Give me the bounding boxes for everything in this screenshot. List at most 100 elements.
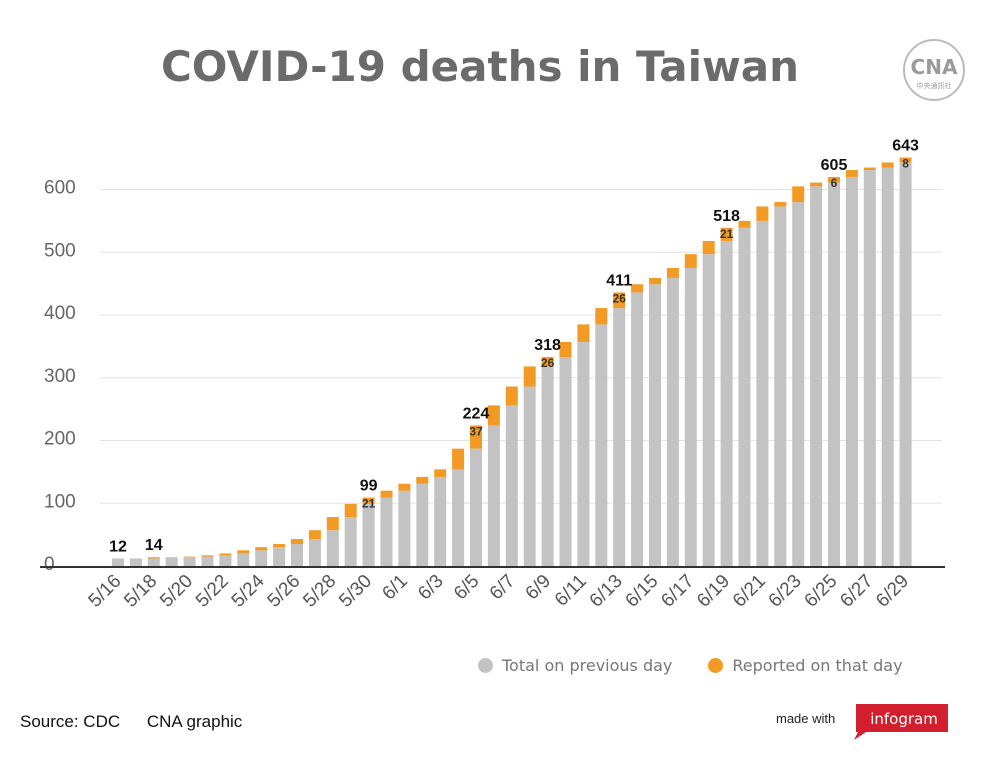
data-label-total: 643 (892, 137, 919, 154)
bar-reported (863, 167, 876, 171)
source-text: Source: CDC (20, 712, 121, 731)
x-tick-label: 5/28 (299, 571, 340, 612)
data-label-total: 14 (145, 537, 163, 554)
y-tick-label: 600 (44, 178, 76, 199)
bar-total (863, 170, 876, 567)
x-tick-label: 6/5 (450, 571, 484, 605)
x-tick-label: 6/29 (872, 571, 913, 612)
bars (112, 157, 912, 567)
bar-reported (666, 267, 679, 278)
y-tick-label: 100 (44, 491, 76, 512)
bar-total (129, 558, 142, 566)
legend-label-total: Total on previous day (502, 656, 673, 675)
bar-reported (738, 220, 751, 228)
bar-total (684, 267, 697, 566)
bar-reported (201, 555, 214, 557)
y-tick-label: 300 (44, 366, 76, 387)
credit-text: CNA graphic (146, 712, 243, 731)
data-label-total: 12 (109, 538, 127, 555)
svg-text:infogram: infogram (870, 710, 938, 728)
infogram-logo-icon: infogram (854, 704, 948, 740)
bar-total (112, 558, 124, 566)
x-tick-label: 5/20 (156, 571, 197, 612)
bar-reported (899, 157, 912, 163)
bar-reported (881, 162, 894, 168)
bar-total (613, 308, 626, 566)
bar-total (487, 425, 500, 566)
x-tick-label: 5/24 (228, 570, 269, 611)
data-label-reported: 6 (831, 176, 838, 190)
bar-total (792, 202, 805, 567)
bar-reported (577, 324, 590, 342)
y-tick-label: 500 (44, 240, 76, 261)
bar-reported (291, 539, 303, 545)
bar-reported (434, 469, 447, 477)
x-tick-label: 6/25 (801, 571, 842, 612)
data-label-reported: 21 (362, 497, 376, 511)
bar-total (756, 220, 769, 566)
bar-total (505, 405, 518, 566)
bar-total (810, 186, 823, 567)
chart-title: COVID-19 deaths in Taiwan (160, 42, 800, 91)
bar-total (201, 556, 214, 566)
x-tick-label: 6/17 (657, 571, 698, 612)
x-tick-label: 6/1 (378, 571, 412, 605)
source-line: Source: CDC CNA graphic (20, 712, 264, 732)
legend-item-total: Total on previous day (478, 656, 672, 675)
svg-text:中央通訊社: 中央通訊社 (917, 81, 952, 90)
bar-reported (452, 448, 465, 470)
bar-total (237, 553, 250, 566)
bar-total (273, 547, 286, 566)
bar-reported (416, 476, 429, 484)
data-label-total: 318 (534, 337, 561, 354)
bar-reported (470, 425, 482, 449)
bar-reported (702, 240, 715, 255)
data-label-reported: 21 (720, 227, 734, 241)
bar-reported (792, 186, 805, 203)
bar-total (398, 490, 411, 566)
bar-total (631, 292, 644, 566)
cna-logo-icon: CNA 中央通訊社 (903, 39, 965, 101)
svg-text:CNA: CNA (911, 55, 958, 79)
bar-reported (219, 553, 232, 556)
y-tick-label: 0 (44, 554, 55, 575)
bar-total (541, 366, 554, 566)
y-tick-label: 400 (44, 303, 76, 324)
bar-reported (559, 341, 572, 358)
bar-reported (631, 284, 644, 293)
bar-reported (756, 206, 769, 221)
bar-total (416, 483, 429, 566)
bar-reported (613, 292, 626, 309)
bar-total (470, 448, 482, 566)
bar-reported (649, 277, 661, 285)
bar-reported (326, 517, 339, 531)
legend: Total on previous day Reported on that d… (478, 656, 939, 675)
bar-total (649, 284, 661, 566)
bar-reported (595, 308, 608, 325)
x-tick-label: 6/3 (414, 571, 448, 605)
bar-total (738, 227, 751, 566)
x-tick-label: 6/11 (551, 571, 591, 611)
bar-total (452, 469, 465, 566)
x-tick-label: 6/7 (486, 571, 520, 605)
data-label-total: 99 (360, 478, 378, 495)
bar-total (577, 341, 590, 566)
bar-total (147, 558, 160, 566)
bar-reported (380, 490, 393, 498)
bar-reported (255, 547, 268, 551)
bar-total (774, 206, 787, 566)
bar-total (702, 254, 715, 566)
data-label-reported: 8 (902, 156, 909, 170)
bar-total (291, 544, 303, 566)
x-tick-label: 5/18 (120, 571, 161, 612)
y-tick-label: 200 (44, 429, 76, 450)
bar-reported (828, 176, 840, 183)
bar-reported (684, 254, 697, 268)
annotations: 12 14 99 21 224 37 318 26 411 26 518 21 605 6 643 8 (109, 137, 919, 555)
bar-reported (523, 366, 536, 387)
x-tick-label: 5/26 (264, 571, 305, 612)
bar-total (595, 324, 608, 566)
legend-swatch-total (478, 658, 493, 673)
bar-total (255, 550, 268, 566)
data-label-total: 224 (463, 405, 490, 422)
